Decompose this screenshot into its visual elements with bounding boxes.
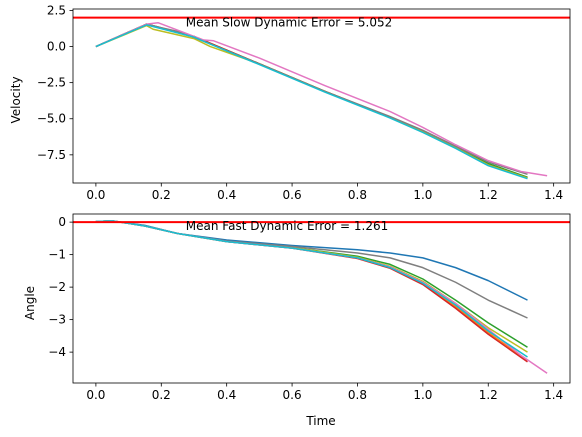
angle-subplot: Angle Time 0.0 0.2 0.4 0.6 0.8 1.0 1.2 1.4 0 −1 −2… <box>23 213 571 428</box>
velocity-xtick-label: 0.6 <box>283 188 302 202</box>
angle-series-line-2 <box>95 220 528 361</box>
angle-xtick-label: 0.4 <box>217 388 236 402</box>
angle-error-annotation: Mean Fast Dynamic Error = 1.261 <box>186 219 388 233</box>
velocity-xtick-label: 0.2 <box>152 188 171 202</box>
velocity-series-line-2 <box>95 23 528 179</box>
velocity-ytick-label: −2.5 <box>37 76 66 90</box>
velocity-axes-frame <box>72 8 571 184</box>
angle-series-line-7 <box>95 220 548 374</box>
angle-ytick-label: −3 <box>48 313 66 327</box>
velocity-xtick-label: 0.0 <box>86 188 105 202</box>
time-xlabel: Time <box>305 414 335 428</box>
velocity-ytick-label: 0.0 <box>47 40 66 54</box>
angle-plot-group: 0.0 0.2 0.4 0.6 0.8 1.0 1.2 1.4 0 −1 −2 −3 −4 Mean Fa… <box>48 213 571 402</box>
angle-xtick-label: 1.0 <box>413 388 432 402</box>
velocity-series-line-5 <box>95 24 528 179</box>
angle-xtick-label: 0.8 <box>348 388 367 402</box>
velocity-plot-area <box>73 16 570 180</box>
velocity-ylabel: Velocity <box>9 76 23 123</box>
angle-series-line-6 <box>95 220 528 319</box>
velocity-ytick-label: −7.5 <box>37 148 66 162</box>
velocity-xtick-label: 0.4 <box>217 188 236 202</box>
velocity-xtick-label: 1.4 <box>544 188 563 202</box>
angle-ytick-label: −2 <box>48 280 66 294</box>
angle-ytick-label: 0 <box>58 215 66 229</box>
velocity-series-line-8 <box>95 24 528 180</box>
angle-ytick-label: −4 <box>48 345 66 359</box>
velocity-series-line-7 <box>95 21 548 177</box>
velocity-ytick-label: 2.5 <box>47 3 66 17</box>
velocity-xtick-label: 0.8 <box>348 188 367 202</box>
angle-series-line-8 <box>95 220 528 358</box>
angle-plot-area <box>73 220 570 374</box>
velocity-series-line-4 <box>95 23 528 179</box>
velocity-series-line-3 <box>95 23 528 178</box>
velocity-subplot: Velocity 0.0 0.2 0.4 0.6 0.8 1.0 1.2 1.4 2.5 0.0 −… <box>9 3 571 202</box>
velocity-error-annotation: Mean Slow Dynamic Error = 5.052 <box>186 16 392 30</box>
angle-xtick-label: 1.4 <box>544 388 563 402</box>
velocity-plot-group: 0.0 0.2 0.4 0.6 0.8 1.0 1.2 1.4 2.5 0.0 −2.5 −5.0 −7… <box>37 3 571 202</box>
angle-xtick-label: 1.2 <box>479 388 498 402</box>
angle-series-line-3 <box>95 220 528 348</box>
angle-xtick-label: 0.6 <box>283 388 302 402</box>
velocity-series-line-1 <box>95 23 528 179</box>
angle-series-line-4 <box>95 220 528 363</box>
velocity-xtick-label: 1.2 <box>479 188 498 202</box>
angle-ytick-label: −1 <box>48 248 66 262</box>
angle-axes-frame <box>72 213 571 384</box>
velocity-xtick-label: 1.0 <box>413 188 432 202</box>
velocity-ytick-label: −5.0 <box>37 112 66 126</box>
angle-ylabel: Angle <box>23 286 37 320</box>
angle-xtick-label: 0.2 <box>152 388 171 402</box>
angle-xtick-label: 0.0 <box>86 388 105 402</box>
